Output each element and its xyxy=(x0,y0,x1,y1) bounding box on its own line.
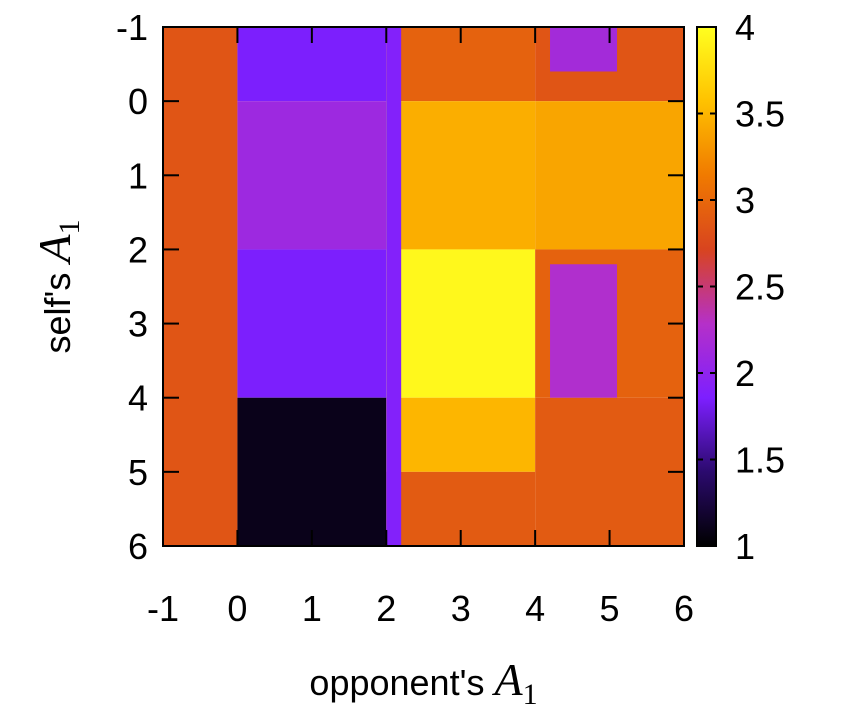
plot-frame xyxy=(162,26,685,547)
x-axis-label: opponent's A1 xyxy=(309,654,537,711)
heatmap-region-6 xyxy=(386,101,536,250)
heatmap-region-16 xyxy=(386,27,402,546)
colorbar-tick-label: 1.5 xyxy=(735,440,785,481)
axis-ticks xyxy=(162,26,685,547)
x-tick-label: 2 xyxy=(376,588,396,629)
heatmap-region-15 xyxy=(550,264,618,398)
colorbar-tick-label: 1 xyxy=(735,526,755,567)
y-tick-label: 4 xyxy=(128,378,148,419)
x-tick-label: -1 xyxy=(147,588,179,629)
heatmap-region-13 xyxy=(535,397,684,546)
y-tick-label: 0 xyxy=(128,81,148,122)
x-tick-label: 3 xyxy=(451,588,471,629)
y-tick-label: -1 xyxy=(116,7,148,48)
y-tick-labels: -1 0 1 2 3 4 5 6 xyxy=(116,7,148,567)
y-tick-label: 5 xyxy=(128,452,148,493)
colorbar-tick-label: 3.5 xyxy=(735,94,785,135)
colorbar-ticks xyxy=(697,26,716,547)
x-tick-label: 6 xyxy=(674,588,694,629)
x-tick-label: 4 xyxy=(525,588,545,629)
y-tick-label: 2 xyxy=(128,229,148,270)
heatmap-region-14 xyxy=(550,27,618,72)
heatmap-region-11 xyxy=(535,101,684,250)
colorbar-tick-label: 2 xyxy=(735,353,755,394)
heatmap-region-0 xyxy=(163,27,238,546)
colorbar-tick-label: 3 xyxy=(735,180,755,221)
y-tick-label: 6 xyxy=(128,526,148,567)
x-tick-label: 5 xyxy=(600,588,620,629)
y-tick-label: 3 xyxy=(128,304,148,345)
heatmap-region-8 xyxy=(386,397,536,472)
heatmap-region-4 xyxy=(237,397,387,546)
heatmap-region-3 xyxy=(237,249,387,398)
colorbar-tick-label: 4 xyxy=(735,7,755,48)
x-tick-labels: -1 0 1 2 3 4 5 6 xyxy=(147,588,694,629)
heatmap-cells xyxy=(163,27,684,546)
y-tick-label: 1 xyxy=(128,155,148,196)
heatmap-region-7 xyxy=(386,249,536,398)
colorbar-tick-label: 2.5 xyxy=(735,267,785,308)
x-tick-label: 0 xyxy=(227,588,247,629)
x-tick-label: 1 xyxy=(302,588,322,629)
heatmap-region-2 xyxy=(237,101,387,250)
y-axis-label: self's A1 xyxy=(29,219,86,353)
colorbar-tick-labels: 1 1.5 2 2.5 3 3.5 4 xyxy=(735,7,785,567)
